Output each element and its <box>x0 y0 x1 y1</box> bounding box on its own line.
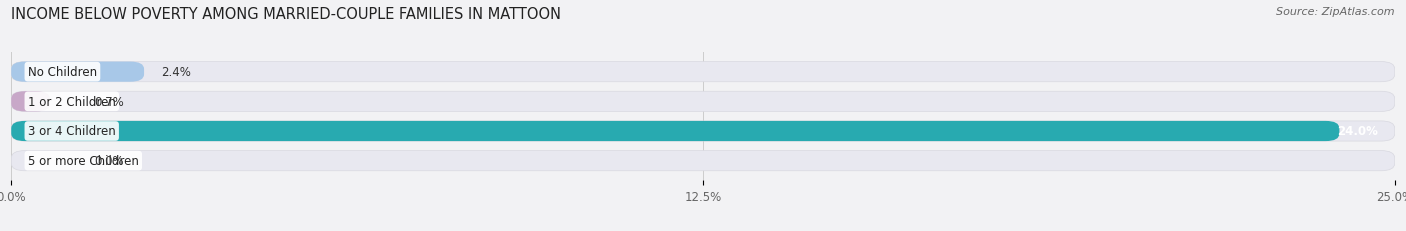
Text: 24.0%: 24.0% <box>1337 125 1378 138</box>
Text: 0.0%: 0.0% <box>94 155 124 167</box>
Text: 1 or 2 Children: 1 or 2 Children <box>28 95 115 108</box>
Text: 0.7%: 0.7% <box>94 95 124 108</box>
Text: 5 or more Children: 5 or more Children <box>28 155 139 167</box>
Text: INCOME BELOW POVERTY AMONG MARRIED-COUPLE FAMILIES IN MATTOON: INCOME BELOW POVERTY AMONG MARRIED-COUPL… <box>11 7 561 22</box>
FancyBboxPatch shape <box>11 92 51 112</box>
Text: No Children: No Children <box>28 66 97 79</box>
FancyBboxPatch shape <box>11 62 1395 82</box>
FancyBboxPatch shape <box>11 62 143 82</box>
FancyBboxPatch shape <box>11 121 1340 141</box>
Text: 2.4%: 2.4% <box>160 66 191 79</box>
FancyBboxPatch shape <box>11 151 1395 171</box>
FancyBboxPatch shape <box>11 121 1395 141</box>
Text: Source: ZipAtlas.com: Source: ZipAtlas.com <box>1277 7 1395 17</box>
Text: 3 or 4 Children: 3 or 4 Children <box>28 125 115 138</box>
FancyBboxPatch shape <box>11 92 1395 112</box>
